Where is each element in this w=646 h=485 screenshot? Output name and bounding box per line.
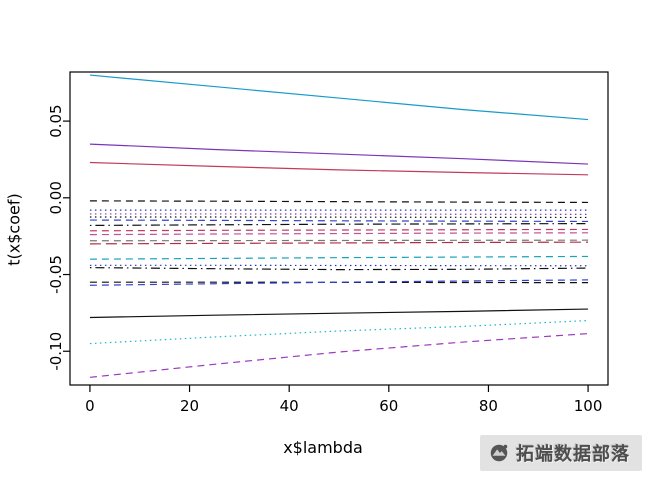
series-line-coef-11: [89, 232, 589, 236]
series-line-coef-19: [89, 308, 589, 319]
series-line-coef-20: [89, 319, 589, 345]
ink-splash-logo-icon: [490, 444, 508, 462]
series-line-coef-13: [89, 241, 589, 245]
series-line-coef-21: [89, 333, 589, 378]
plot-box: [69, 71, 609, 386]
series-line-coef-02: [89, 143, 589, 165]
series-line-coef-03: [89, 161, 589, 176]
x-axis-title: x$lambda: [283, 438, 363, 457]
watermark-badge: 拓端数据部落: [480, 435, 642, 471]
series-line-coef-14: [89, 255, 589, 260]
y-tick-label: -0.05: [47, 255, 65, 294]
series-line-coef-01: [89, 74, 589, 121]
series-line-coef-08: [89, 219, 589, 223]
x-tick-label: 40: [280, 397, 299, 415]
y-tick-label: -0.10: [47, 332, 65, 371]
series-line-coef-09: [89, 222, 589, 227]
series-line-coef-04: [89, 200, 589, 204]
watermark-text: 拓端数据部落: [516, 444, 630, 465]
y-axis-title: t(x$coef): [4, 193, 24, 266]
series-line-coef-12: [89, 239, 589, 242]
x-tick-label: 0: [85, 397, 95, 415]
x-tick-label: 20: [180, 397, 199, 415]
y-tick-label: 0.00: [47, 181, 65, 214]
x-tick-label: 60: [379, 397, 398, 415]
y-tick-label: 0.05: [47, 104, 65, 137]
series-line-coef-16: [89, 267, 589, 271]
x-tick-label: 100: [574, 397, 603, 415]
x-tick-label: 80: [479, 397, 498, 415]
series-line-coef-10: [89, 228, 589, 232]
